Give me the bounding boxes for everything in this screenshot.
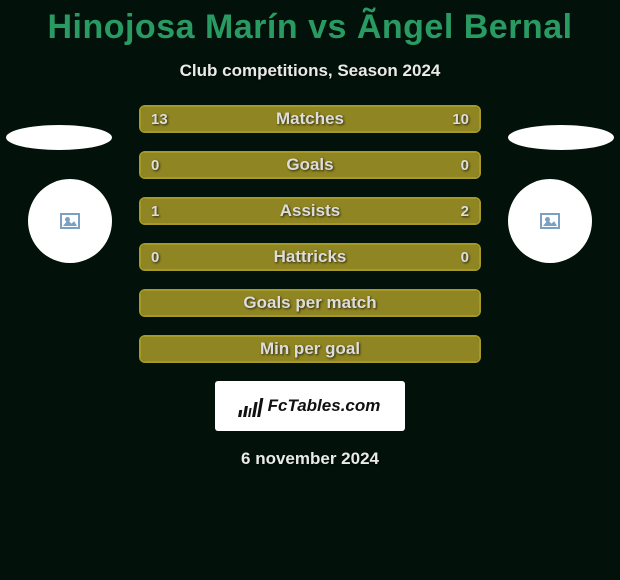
stat-label: Hattricks (141, 245, 479, 269)
left-value: 13 (151, 107, 168, 131)
stat-row: Min per goal (139, 335, 481, 363)
left-value: 0 (151, 245, 159, 269)
right-value: 0 (461, 153, 469, 177)
stat-row: Goals per match (139, 289, 481, 317)
page-title: Hinojosa Marín vs Ãngel Bernal (0, 0, 620, 47)
left-shadow-ellipse (6, 125, 112, 150)
bar-chart-icon (238, 395, 264, 417)
stat-label: Goals (141, 153, 479, 177)
stat-row: Assists1 2 (139, 197, 481, 225)
image-placeholder-icon (540, 213, 560, 229)
stat-label: Matches (141, 107, 479, 131)
right-player-avatar (508, 179, 592, 263)
stat-label: Goals per match (141, 291, 479, 315)
comparison-stage: Matches1310Goals00Assists12Hattricks00Go… (0, 105, 620, 469)
subtitle: Club competitions, Season 2024 (0, 61, 620, 81)
image-placeholder-icon (60, 213, 80, 229)
stat-row: Matches13 10 (139, 105, 481, 133)
stat-row: Hattricks0 0 (139, 243, 481, 271)
right-value: 0 (461, 245, 469, 269)
logo-text: FcTables.com (268, 396, 381, 416)
left-player-avatar (28, 179, 112, 263)
right-value: 10 (452, 107, 469, 131)
stat-label: Assists (141, 199, 479, 223)
left-value: 0 (151, 153, 159, 177)
left-value: 1 (151, 199, 159, 223)
right-shadow-ellipse (508, 125, 614, 150)
comparison-bars: Matches1310Goals00Assists12Hattricks00Go… (139, 105, 481, 363)
right-value: 2 (461, 199, 469, 223)
fctables-logo: FcTables.com (215, 381, 405, 431)
date-label: 6 november 2024 (0, 449, 620, 469)
stat-label: Min per goal (141, 337, 479, 361)
stat-row: Goals0 0 (139, 151, 481, 179)
